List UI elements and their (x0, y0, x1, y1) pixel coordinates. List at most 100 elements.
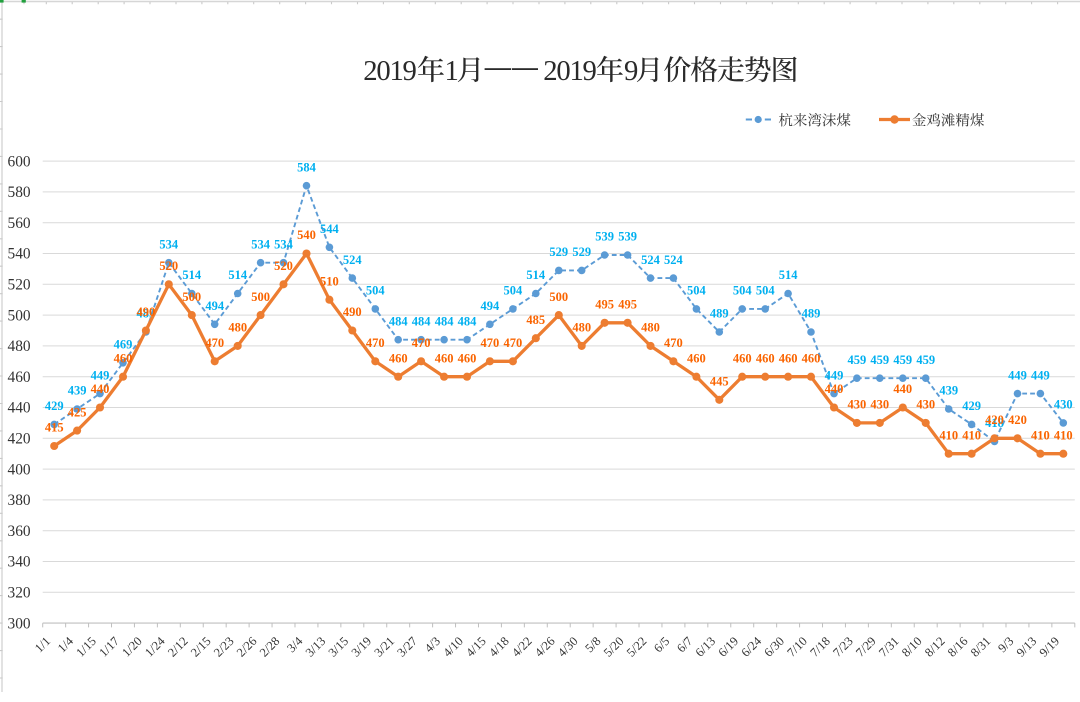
svg-text:425: 425 (68, 405, 87, 419)
svg-text:449: 449 (825, 368, 844, 382)
svg-text:504: 504 (756, 284, 776, 298)
svg-text:544: 544 (320, 222, 340, 236)
svg-text:460: 460 (458, 351, 477, 365)
svg-text:489: 489 (137, 307, 156, 321)
svg-text:500: 500 (549, 290, 568, 304)
svg-text:495: 495 (595, 298, 614, 312)
svg-text:429: 429 (962, 399, 981, 413)
svg-text:494: 494 (205, 299, 225, 313)
svg-text:2019: 2019 (543, 55, 597, 87)
svg-text:470: 470 (366, 336, 385, 350)
svg-text:510: 510 (320, 274, 339, 288)
svg-text:400: 400 (8, 461, 31, 478)
svg-text:430: 430 (1054, 398, 1073, 412)
svg-text:500: 500 (8, 307, 31, 324)
svg-text:480: 480 (572, 321, 591, 335)
svg-text:420: 420 (8, 431, 31, 448)
svg-text:410: 410 (962, 428, 981, 442)
svg-text:470: 470 (412, 336, 431, 350)
svg-text:460: 460 (389, 351, 408, 365)
svg-text:460: 460 (802, 351, 821, 365)
svg-text:449: 449 (91, 368, 110, 382)
svg-text:2019: 2019 (363, 55, 417, 87)
svg-text:524: 524 (664, 253, 684, 267)
svg-text:480: 480 (228, 321, 247, 335)
svg-text:420: 420 (1008, 413, 1027, 427)
svg-text:584: 584 (297, 160, 317, 174)
svg-text:440: 440 (893, 382, 912, 396)
svg-text:380: 380 (8, 492, 31, 509)
svg-text:485: 485 (526, 313, 545, 327)
svg-text:430: 430 (916, 398, 935, 412)
svg-text:504: 504 (733, 284, 753, 298)
svg-text:459: 459 (848, 353, 867, 367)
svg-text:580: 580 (8, 184, 31, 201)
svg-text:9: 9 (624, 55, 638, 87)
svg-text:524: 524 (641, 253, 661, 267)
svg-text:484: 484 (412, 314, 432, 328)
svg-text:539: 539 (618, 230, 637, 244)
svg-text:490: 490 (343, 305, 362, 319)
svg-text:529: 529 (572, 245, 591, 259)
svg-text:514: 514 (526, 268, 546, 282)
svg-text:534: 534 (274, 237, 294, 251)
svg-text:470: 470 (481, 336, 500, 350)
svg-text:514: 514 (779, 268, 799, 282)
svg-text:449: 449 (1008, 368, 1027, 382)
svg-text:430: 430 (848, 398, 867, 412)
svg-text:1: 1 (445, 55, 459, 87)
svg-text:460: 460 (779, 351, 798, 365)
svg-text:430: 430 (870, 398, 889, 412)
svg-text:460: 460 (435, 351, 454, 365)
svg-text:340: 340 (8, 554, 31, 571)
svg-text:504: 504 (687, 284, 707, 298)
svg-text:320: 320 (8, 585, 31, 602)
svg-text:540: 540 (297, 228, 316, 242)
svg-text:439: 439 (68, 384, 87, 398)
svg-text:514: 514 (182, 268, 202, 282)
svg-text:529: 529 (549, 245, 568, 259)
svg-text:470: 470 (205, 336, 224, 350)
svg-text:534: 534 (159, 237, 179, 251)
svg-text:489: 489 (710, 307, 729, 321)
svg-text:480: 480 (8, 338, 31, 355)
svg-text:360: 360 (8, 523, 31, 540)
svg-text:460: 460 (733, 351, 752, 365)
svg-text:540: 540 (8, 246, 31, 263)
svg-text:440: 440 (825, 382, 844, 396)
svg-text:449: 449 (1031, 368, 1050, 382)
svg-text:500: 500 (182, 290, 201, 304)
svg-text:504: 504 (366, 284, 386, 298)
svg-text:489: 489 (802, 307, 821, 321)
svg-text:560: 560 (8, 215, 31, 232)
svg-text:440: 440 (91, 382, 110, 396)
svg-text:520: 520 (159, 259, 178, 273)
svg-text:459: 459 (870, 353, 889, 367)
svg-text:520: 520 (8, 277, 31, 294)
svg-text:445: 445 (710, 375, 729, 389)
svg-text:484: 484 (458, 314, 478, 328)
svg-text:410: 410 (939, 428, 958, 442)
svg-text:520: 520 (274, 259, 293, 273)
svg-text:439: 439 (939, 384, 958, 398)
svg-text:470: 470 (504, 336, 523, 350)
svg-text:460: 460 (687, 351, 706, 365)
svg-text:495: 495 (618, 298, 637, 312)
svg-text:415: 415 (45, 421, 64, 435)
svg-text:490: 490 (137, 305, 156, 319)
svg-text:418: 418 (985, 416, 1004, 430)
svg-text:524: 524 (343, 253, 363, 267)
svg-text:459: 459 (916, 353, 935, 367)
svg-text:480: 480 (641, 321, 660, 335)
svg-text:470: 470 (664, 336, 683, 350)
svg-text:410: 410 (1031, 428, 1050, 442)
svg-text:429: 429 (45, 399, 64, 413)
svg-text:514: 514 (228, 268, 248, 282)
svg-text:500: 500 (251, 290, 270, 304)
svg-text:484: 484 (389, 314, 409, 328)
svg-text:420: 420 (985, 413, 1004, 427)
svg-text:504: 504 (504, 284, 524, 298)
svg-text:469: 469 (114, 338, 133, 352)
svg-text:300: 300 (8, 615, 31, 632)
svg-text:600: 600 (8, 153, 31, 170)
